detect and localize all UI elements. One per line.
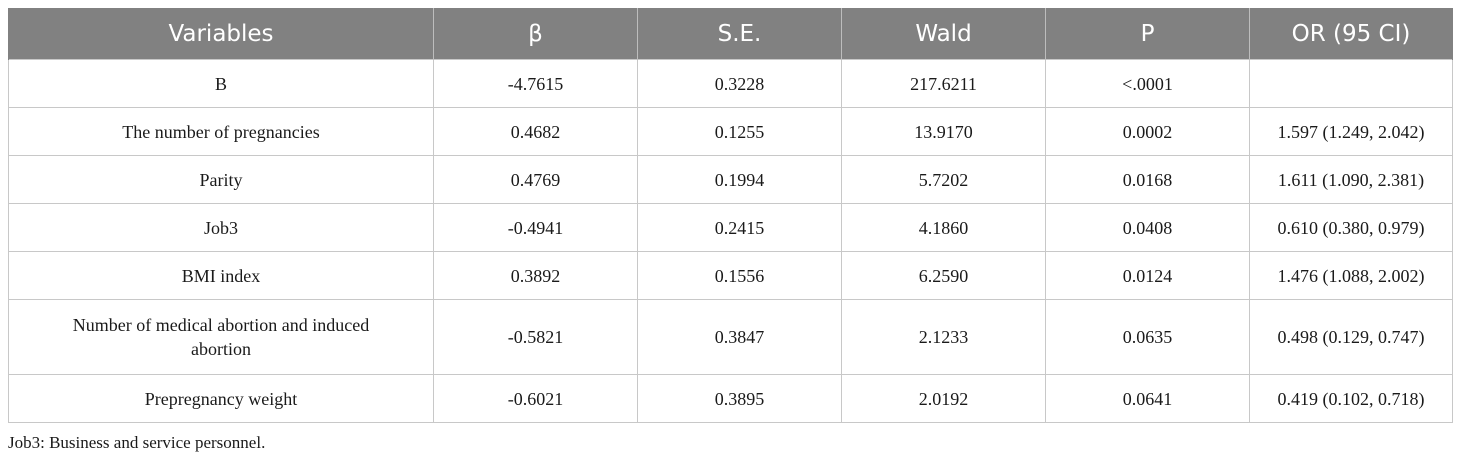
cell-p: <.0001	[1045, 59, 1250, 108]
cell-beta: -0.5821	[433, 299, 638, 375]
cell-variable: Prepregnancy weight	[8, 374, 434, 423]
cell-wald: 2.0192	[841, 374, 1046, 423]
header-se: S.E.	[637, 8, 842, 60]
header-wald: Wald	[841, 8, 1046, 60]
cell-or-ci: 0.419 (0.102, 0.718)	[1249, 374, 1453, 423]
cell-p: 0.0408	[1045, 203, 1250, 252]
cell-p: 0.0635	[1045, 299, 1250, 375]
regression-table-container: Variables β S.E. Wald P OR (95 CI) B -4.…	[8, 8, 1453, 423]
table-header-row: Variables β S.E. Wald P OR (95 CI)	[8, 8, 1453, 60]
cell-or-ci: 1.611 (1.090, 2.381)	[1249, 155, 1453, 204]
cell-variable: B	[8, 59, 434, 108]
cell-p: 0.0641	[1045, 374, 1250, 423]
cell-beta: -0.6021	[433, 374, 638, 423]
cell-variable: Parity	[8, 155, 434, 204]
cell-se: 0.1994	[637, 155, 842, 204]
cell-se: 0.1556	[637, 251, 842, 300]
table-row: Prepregnancy weight -0.6021 0.3895 2.019…	[8, 374, 1453, 423]
header-p: P	[1045, 8, 1250, 60]
cell-se: 0.2415	[637, 203, 842, 252]
cell-beta: 0.4682	[433, 107, 638, 156]
cell-or-ci	[1249, 59, 1453, 108]
cell-or-ci: 1.476 (1.088, 2.002)	[1249, 251, 1453, 300]
header-or-ci: OR (95 CI)	[1249, 8, 1453, 60]
cell-beta: 0.3892	[433, 251, 638, 300]
cell-wald: 217.6211	[841, 59, 1046, 108]
table-row: Parity 0.4769 0.1994 5.7202 0.0168 1.611…	[8, 155, 1453, 204]
table-footnote: Job3: Business and service personnel.	[8, 433, 266, 452]
cell-variable: The number of pregnancies	[8, 107, 434, 156]
header-variables: Variables	[8, 8, 434, 60]
cell-beta: -0.4941	[433, 203, 638, 252]
table-row: Number of medical abortion and induced a…	[8, 299, 1453, 375]
cell-se: 0.1255	[637, 107, 842, 156]
cell-or-ci: 0.610 (0.380, 0.979)	[1249, 203, 1453, 252]
cell-wald: 4.1860	[841, 203, 1046, 252]
cell-variable: Number of medical abortion and induced a…	[8, 299, 434, 375]
cell-se: 0.3847	[637, 299, 842, 375]
cell-wald: 2.1233	[841, 299, 1046, 375]
cell-p: 0.0168	[1045, 155, 1250, 204]
cell-p: 0.0002	[1045, 107, 1250, 156]
cell-wald: 6.2590	[841, 251, 1046, 300]
table-row: Job3 -0.4941 0.2415 4.1860 0.0408 0.610 …	[8, 203, 1453, 252]
cell-variable: BMI index	[8, 251, 434, 300]
cell-beta: 0.4769	[433, 155, 638, 204]
cell-se: 0.3228	[637, 59, 842, 108]
cell-p: 0.0124	[1045, 251, 1250, 300]
cell-wald: 5.7202	[841, 155, 1046, 204]
cell-or-ci: 0.498 (0.129, 0.747)	[1249, 299, 1453, 375]
cell-or-ci: 1.597 (1.249, 2.042)	[1249, 107, 1453, 156]
table-row: B -4.7615 0.3228 217.6211 <.0001	[8, 59, 1453, 108]
cell-variable: Job3	[8, 203, 434, 252]
cell-beta: -4.7615	[433, 59, 638, 108]
table-row: The number of pregnancies 0.4682 0.1255 …	[8, 107, 1453, 156]
cell-wald: 13.9170	[841, 107, 1046, 156]
table-row: BMI index 0.3892 0.1556 6.2590 0.0124 1.…	[8, 251, 1453, 300]
cell-se: 0.3895	[637, 374, 842, 423]
regression-table: Variables β S.E. Wald P OR (95 CI) B -4.…	[8, 8, 1453, 423]
header-beta: β	[433, 8, 638, 60]
